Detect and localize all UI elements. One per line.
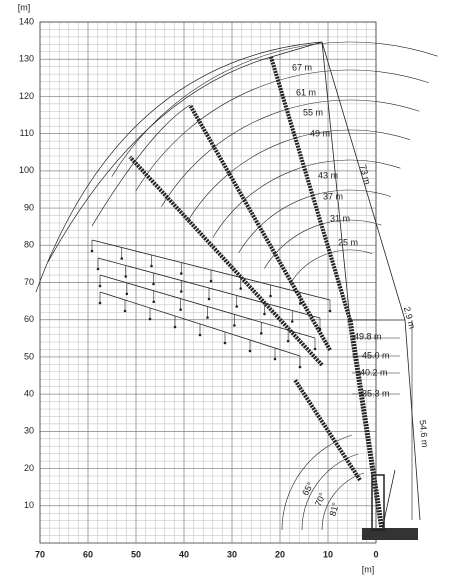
guy-lines bbox=[270, 41, 421, 531]
hook bbox=[290, 320, 294, 323]
hook bbox=[313, 347, 317, 351]
hook bbox=[90, 249, 94, 253]
annotation: 49 m bbox=[310, 128, 330, 138]
angle-arc bbox=[301, 453, 359, 531]
annotation: 35.3 m bbox=[362, 388, 390, 398]
x-tick-label: 40 bbox=[179, 549, 189, 559]
annotation: 45.0 m bbox=[362, 350, 390, 360]
y-tick-label: 30 bbox=[24, 426, 34, 436]
hook bbox=[148, 317, 152, 321]
crane-base bbox=[362, 528, 418, 540]
range-arc bbox=[161, 99, 420, 207]
annotation: 55 m bbox=[303, 107, 323, 117]
x-axis-label: [m] bbox=[362, 564, 375, 574]
hook bbox=[150, 264, 153, 268]
hook bbox=[96, 267, 100, 271]
boom bbox=[128, 155, 324, 367]
hook bbox=[123, 309, 127, 313]
y-tick-label: 100 bbox=[19, 165, 34, 175]
hook bbox=[248, 349, 252, 353]
y-tick-label: 90 bbox=[24, 202, 34, 212]
x-tick-label: 0 bbox=[373, 549, 378, 559]
hook bbox=[198, 333, 202, 337]
range-arc bbox=[289, 249, 373, 285]
hook bbox=[125, 292, 129, 296]
annotation: 81° bbox=[328, 501, 341, 517]
annotation: 49.8 m bbox=[354, 331, 382, 341]
y-axis-label: [m] bbox=[18, 2, 31, 12]
boom bbox=[269, 56, 352, 321]
annotation: 37 m bbox=[323, 191, 343, 201]
y-tick-label: 50 bbox=[24, 351, 34, 361]
hook bbox=[209, 279, 213, 283]
x-tick-label: 50 bbox=[131, 549, 141, 559]
y-tick-label: 110 bbox=[20, 128, 34, 138]
range-arc bbox=[264, 219, 382, 269]
hook bbox=[124, 275, 128, 278]
crane-body bbox=[371, 474, 385, 531]
boom bbox=[293, 378, 362, 482]
y-tick-label: 10 bbox=[24, 500, 34, 510]
hook bbox=[179, 272, 183, 275]
hook bbox=[207, 297, 211, 301]
hook bbox=[259, 331, 263, 335]
range-arc bbox=[135, 69, 429, 192]
x-tick-label: 60 bbox=[83, 549, 93, 559]
x-tick-label: 30 bbox=[227, 549, 237, 559]
range-arc bbox=[238, 189, 392, 254]
dimension bbox=[352, 320, 413, 520]
hook bbox=[269, 294, 272, 298]
y-tick-label: 40 bbox=[24, 389, 34, 399]
hook bbox=[152, 300, 156, 304]
range-arc bbox=[186, 129, 411, 223]
hook bbox=[152, 282, 155, 286]
range-arc bbox=[111, 41, 438, 177]
y-tick-label: 20 bbox=[24, 463, 34, 473]
hook bbox=[286, 339, 290, 343]
annotation: 25 m bbox=[338, 237, 358, 247]
range-arc bbox=[212, 159, 401, 238]
hook bbox=[233, 324, 236, 327]
plot-frame bbox=[39, 21, 377, 544]
hook bbox=[98, 284, 102, 288]
hook bbox=[235, 305, 239, 308]
hook bbox=[239, 287, 243, 290]
hook bbox=[273, 357, 277, 361]
boom bbox=[188, 104, 332, 351]
hook bbox=[263, 312, 266, 316]
x-tick-label: 10 bbox=[323, 549, 333, 559]
hook bbox=[298, 365, 302, 369]
hook bbox=[223, 341, 227, 345]
y-tick-label: 130 bbox=[19, 54, 34, 64]
hook bbox=[179, 290, 183, 293]
hook bbox=[179, 308, 182, 311]
hook bbox=[328, 309, 332, 313]
boom bbox=[347, 319, 385, 531]
x-tick-label: 20 bbox=[275, 549, 285, 559]
y-tick-label: 70 bbox=[24, 277, 34, 287]
hook bbox=[173, 325, 177, 329]
hook bbox=[98, 301, 102, 305]
y-tick-label: 80 bbox=[24, 240, 34, 250]
angle-arc bbox=[281, 434, 353, 531]
y-tick-label: 140 bbox=[19, 16, 34, 26]
annotation: 54.6 m bbox=[418, 420, 430, 448]
y-tick-label: 120 bbox=[19, 91, 34, 101]
hook bbox=[120, 257, 124, 260]
y-tick-label: 60 bbox=[24, 314, 34, 324]
annotation: 43 m bbox=[318, 170, 338, 180]
annotation: 67 m bbox=[292, 62, 312, 72]
envelope bbox=[35, 41, 323, 293]
annotation: 61 m bbox=[296, 87, 316, 97]
hook bbox=[206, 316, 209, 319]
x-tick-label: 70 bbox=[35, 549, 45, 559]
annotation: 31 m bbox=[330, 213, 350, 223]
annotation: 40.2 m bbox=[360, 367, 388, 377]
angle-arc bbox=[321, 472, 365, 531]
